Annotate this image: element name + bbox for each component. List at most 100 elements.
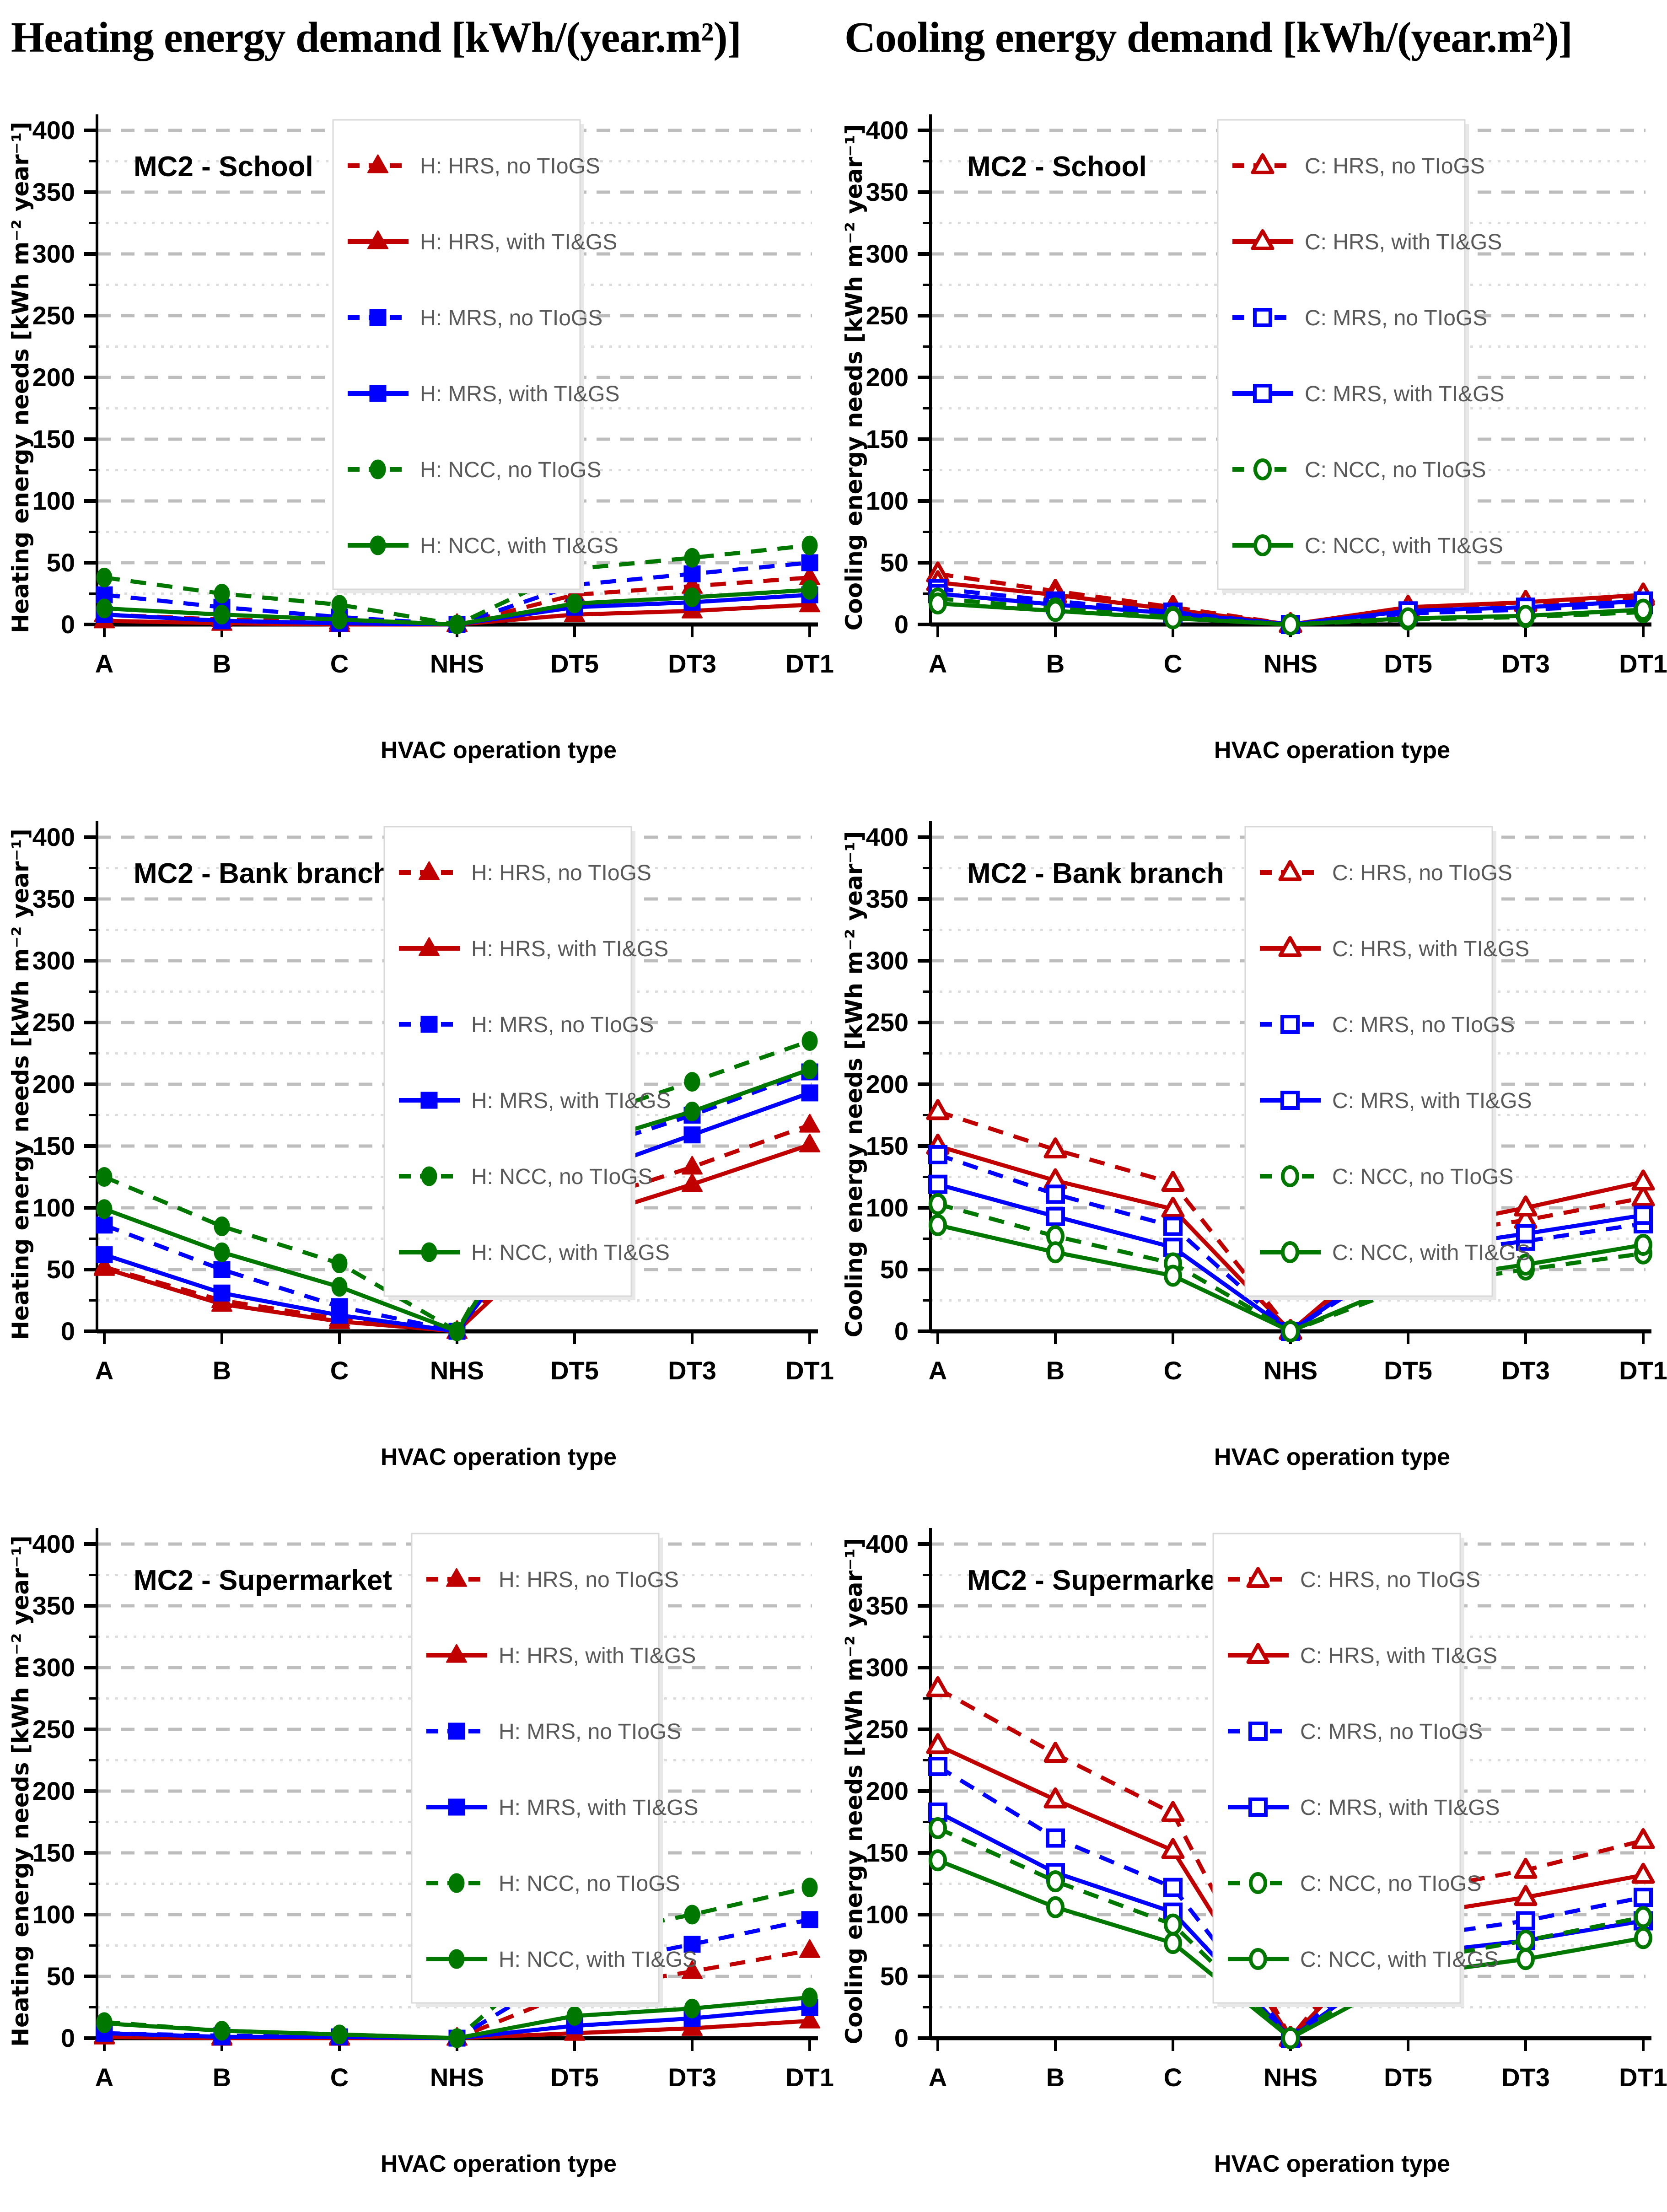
- legend-label: C: MRS, no TIoGS: [1305, 306, 1487, 330]
- data-point-marker: [449, 614, 465, 635]
- series-group: [94, 1878, 820, 2048]
- legend: C: HRS, no TIoGS C: HRS, with TI&GS C: MRS…: [1244, 826, 1532, 1300]
- legend-key-marker: [1246, 1643, 1270, 1664]
- y-axis-title: Heating energy needs [kWh m⁻² year⁻¹]: [7, 829, 34, 1340]
- data-point-marker: [801, 1084, 818, 1102]
- legend: H: HRS, no TIoGS H: HRS, with TI&GS H: MRS…: [383, 826, 671, 1300]
- data-point-marker: [96, 1199, 113, 1219]
- chart-supermarket-cooling: 0 50 100 150 200 250 300 350 400 Cooling energy n…: [834, 1505, 1667, 2212]
- data-point-marker: [214, 604, 230, 624]
- data-point-marker: [1161, 1171, 1185, 1192]
- data-point-marker: [1634, 1206, 1653, 1225]
- legend-label: C: MRS, no TIoGS: [1332, 1013, 1515, 1037]
- x-tick-label: A: [95, 1356, 113, 1385]
- x-tick-label: NHS: [430, 2063, 484, 2092]
- y-tick-label: 200: [866, 1070, 909, 1098]
- legend-label: H: NCC, no TIoGS: [499, 1872, 680, 1896]
- legend-key-marker: [1278, 860, 1302, 881]
- x-tick-label: DT3: [1501, 649, 1550, 678]
- data-point-marker: [96, 1246, 113, 1264]
- legend-label: H: NCC, no TIoGS: [420, 458, 602, 482]
- legend-key-marker: [1246, 1567, 1270, 1588]
- y-tick-label: 50: [47, 548, 75, 577]
- legend-label: H: HRS, with TI&GS: [471, 937, 668, 961]
- x-tick-label: NHS: [1264, 1356, 1317, 1385]
- legend: H: HRS, no TIoGS H: HRS, with TI&GS H: MRS…: [332, 119, 620, 593]
- y-tick-label: 150: [866, 425, 909, 453]
- x-tick-label: A: [95, 2063, 113, 2092]
- y-tick-label: 400: [866, 1529, 909, 1558]
- data-point-marker: [1043, 1787, 1067, 1808]
- y-axis: 0 50 100 150 200 250 300 350 400: [32, 821, 98, 1345]
- y-tick-label: 0: [894, 610, 909, 639]
- y-tick-label: 250: [32, 301, 75, 330]
- data-point-marker: [799, 2009, 820, 2029]
- y-axis: 0 50 100 150 200 250 300 350 400: [32, 114, 98, 639]
- chart-school-heating: 0 50 100 150 200 250 300 350 400 Heating energy n…: [0, 91, 834, 798]
- data-point-marker: [96, 567, 113, 587]
- legend-label: C: NCC, no TIoGS: [1300, 1872, 1482, 1896]
- x-tick-label: NHS: [430, 1356, 484, 1385]
- data-point-marker: [331, 609, 348, 630]
- y-axis: 0 50 100 150 200 250 300 350 400: [32, 1528, 98, 2052]
- y-tick-label: 250: [32, 1715, 75, 1744]
- legend-label: C: NCC, with TI&GS: [1332, 1241, 1531, 1265]
- heating-column-header: Heating energy demand [kWh/(year.m²)]: [11, 14, 742, 61]
- y-tick-label: 150: [32, 1131, 75, 1160]
- data-point-marker: [1164, 607, 1182, 630]
- data-point-marker: [1634, 1927, 1652, 1949]
- legend-box: [1244, 826, 1493, 1297]
- data-point-marker: [929, 1849, 947, 1872]
- panel-title: MC2 - School: [967, 151, 1147, 183]
- legend-key-marker: [1280, 1091, 1300, 1110]
- x-axis-title: HVAC operation type: [381, 1444, 617, 1470]
- data-point-marker: [684, 548, 700, 568]
- y-tick-label: 350: [32, 178, 75, 206]
- legend-key-marker: [1280, 1015, 1300, 1034]
- data-point-marker: [684, 1998, 700, 2018]
- legend-label: H: HRS, with TI&GS: [499, 1644, 696, 1668]
- data-point-marker: [801, 1911, 818, 1928]
- x-tick-label: DT3: [668, 649, 716, 678]
- data-point-marker: [682, 1156, 703, 1175]
- legend-label: C: NCC, with TI&GS: [1305, 534, 1503, 558]
- cooling-column-header: Cooling energy demand [kWh/(year.m²)]: [844, 14, 1573, 61]
- x-tick-label: DT5: [550, 2063, 599, 2092]
- x-tick-label: DT1: [1619, 1356, 1667, 1385]
- legend: C: HRS, no TIoGS C: HRS, with TI&GS C: MRS…: [1217, 119, 1505, 593]
- y-axis: 0 50 100 150 200 250 300 350 400: [866, 1528, 932, 2052]
- data-point-marker: [1046, 1870, 1065, 1893]
- legend-label: H: HRS, no TIoGS: [471, 861, 651, 885]
- y-tick-label: 200: [32, 1776, 75, 1805]
- x-tick-label: DT1: [1619, 649, 1667, 678]
- data-point-marker: [801, 1031, 818, 1051]
- data-point-marker: [801, 580, 818, 600]
- data-point-marker: [801, 1878, 818, 1898]
- data-point-marker: [331, 2024, 348, 2045]
- data-point-marker: [1399, 607, 1417, 630]
- data-point-marker: [1161, 1801, 1185, 1822]
- y-axis: 0 50 100 150 200 250 300 350 400: [866, 114, 932, 639]
- legend: C: HRS, no TIoGS C: HRS, with TI&GS C: MRS…: [1212, 1533, 1500, 2007]
- legend-label: H: HRS, no TIoGS: [420, 154, 600, 178]
- legend-key-marker: [1281, 1165, 1299, 1187]
- legend-box: [411, 1533, 660, 2004]
- legend-label: H: HRS, with TI&GS: [420, 230, 617, 254]
- legend-label: H: NCC, with TI&GS: [499, 1948, 697, 1972]
- data-point-marker: [96, 598, 113, 619]
- x-tick-label: A: [929, 649, 947, 678]
- panel-title: MC2 - Supermarket: [967, 1565, 1226, 1596]
- y-tick-label: 300: [32, 946, 75, 975]
- y-tick-label: 0: [61, 2024, 75, 2052]
- x-axis-title: HVAC operation type: [1214, 737, 1450, 764]
- y-tick-label: 100: [866, 486, 909, 515]
- legend-key-marker: [1249, 1872, 1267, 1894]
- data-point-marker: [1516, 1224, 1535, 1243]
- x-axis-title: HVAC operation type: [381, 2151, 617, 2177]
- data-point-marker: [566, 593, 583, 614]
- legend-label: C: MRS, with TI&GS: [1332, 1089, 1532, 1113]
- data-point-marker: [926, 1733, 950, 1755]
- panel-title: MC2 - Supermarket: [134, 1565, 392, 1596]
- legend-key-marker: [419, 937, 440, 956]
